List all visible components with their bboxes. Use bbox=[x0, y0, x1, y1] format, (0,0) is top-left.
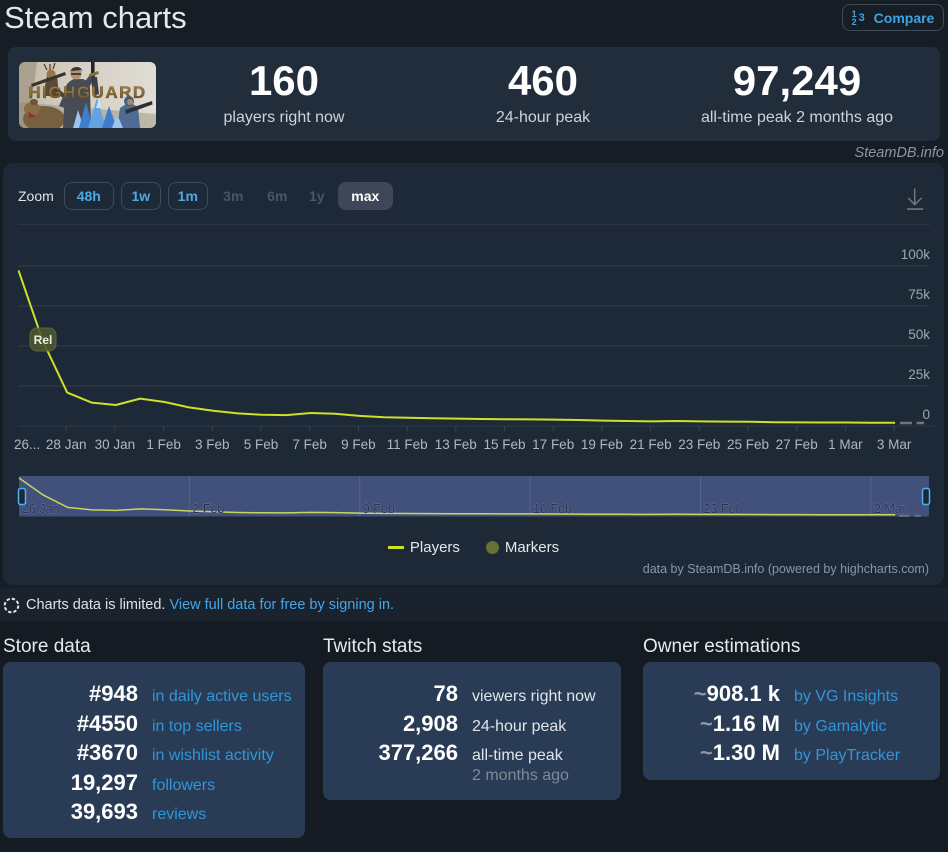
svg-text:Rel: Rel bbox=[34, 333, 53, 347]
svg-text:11 Feb: 11 Feb bbox=[387, 437, 428, 452]
svg-text:28 Jan: 28 Jan bbox=[46, 437, 87, 452]
svg-text:15 Feb: 15 Feb bbox=[483, 437, 525, 452]
svg-text:9 Feb: 9 Feb bbox=[363, 502, 395, 516]
svg-text:9 Feb: 9 Feb bbox=[341, 437, 376, 452]
svg-text:7 Feb: 7 Feb bbox=[292, 437, 327, 452]
svg-text:0: 0 bbox=[922, 407, 930, 422]
svg-text:1 Feb: 1 Feb bbox=[146, 437, 181, 452]
svg-text:30 Jan: 30 Jan bbox=[95, 437, 136, 452]
svg-text:23 Feb: 23 Feb bbox=[678, 437, 720, 452]
svg-text:50k: 50k bbox=[908, 327, 930, 342]
svg-text:13 Feb: 13 Feb bbox=[435, 437, 477, 452]
svg-text:2 Feb: 2 Feb bbox=[192, 502, 224, 516]
svg-text:3 Mar: 3 Mar bbox=[877, 437, 912, 452]
svg-text:25 Feb: 25 Feb bbox=[727, 437, 769, 452]
svg-text:21 Feb: 21 Feb bbox=[630, 437, 672, 452]
svg-text:1 Mar: 1 Mar bbox=[828, 437, 863, 452]
svg-text:HIGHGUARD: HIGHGUARD bbox=[28, 83, 146, 102]
svg-text:75k: 75k bbox=[908, 287, 930, 302]
svg-text:3 Feb: 3 Feb bbox=[195, 437, 230, 452]
svg-text:25k: 25k bbox=[908, 367, 930, 382]
svg-text:5 Feb: 5 Feb bbox=[244, 437, 279, 452]
svg-text:19 Feb: 19 Feb bbox=[581, 437, 623, 452]
svg-text:26...: 26... bbox=[14, 437, 40, 452]
svg-text:27 Feb: 27 Feb bbox=[776, 437, 818, 452]
svg-text:17 Feb: 17 Feb bbox=[532, 437, 574, 452]
svg-text:100k: 100k bbox=[901, 247, 931, 262]
svg-text:23 Feb: 23 Feb bbox=[704, 502, 743, 516]
svg-text:16 Feb: 16 Feb bbox=[533, 502, 572, 516]
svg-text:26 Jan: 26 Jan bbox=[22, 502, 60, 516]
svg-text:2 Mar: 2 Mar bbox=[874, 502, 906, 516]
